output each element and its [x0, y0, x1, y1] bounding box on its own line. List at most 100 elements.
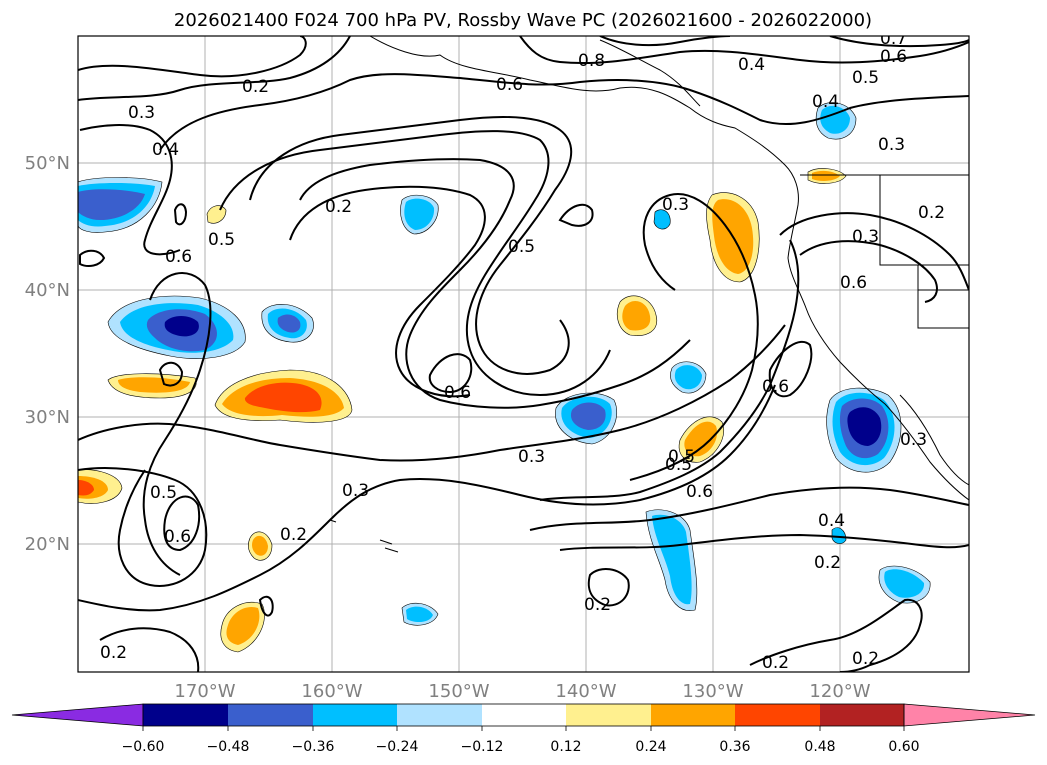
- map-content: 0.2 0.3 0.4 0.6 0.8 0.4 0.5 0.6 0.7 0.4 …: [78, 36, 969, 673]
- contour-label: 0.5: [852, 68, 879, 88]
- colorbar-segment: [566, 704, 651, 726]
- contour-0-3-ne: [779, 212, 969, 291]
- colorbar-segment: [820, 704, 904, 726]
- anomaly-pos-2b: [118, 377, 190, 393]
- anomaly-neg-9b: [820, 105, 850, 134]
- colorbar-frame: [142, 703, 905, 727]
- contour-0-5-east: [539, 239, 800, 501]
- lon-tick-label: 160°W: [301, 681, 362, 702]
- contour-label: 0.5: [208, 230, 235, 250]
- contour-label: 0.3: [662, 195, 689, 215]
- anomaly-neg-1d: [164, 316, 199, 337]
- colorbar-label: −0.60: [122, 739, 165, 755]
- contour-0-3-central: [299, 158, 691, 409]
- contour-0-8-north: [599, 36, 731, 47]
- positive-anomalies: [78, 168, 847, 653]
- contour-label: 0.2: [584, 595, 611, 615]
- contour-0-2-low: [289, 185, 486, 398]
- colorbar-label: −0.24: [376, 739, 419, 755]
- contour-0-4-west: [79, 124, 181, 256]
- contour-label: 0.3: [900, 430, 927, 450]
- contour-0-5-center: [249, 116, 573, 375]
- contour-0-6-small: [428, 353, 473, 394]
- colorbar-label: −0.48: [207, 739, 250, 755]
- anomaly-pos-10b: [812, 170, 840, 181]
- contour-0-4-inner: [219, 130, 611, 397]
- lon-tick-label: 120°W: [809, 681, 870, 702]
- contour-0-2-se-low: [749, 598, 923, 672]
- colorbar-label: 0.12: [550, 739, 581, 755]
- lat-tick-label: 20°N: [25, 534, 70, 555]
- contour-label: 0.5: [150, 483, 177, 503]
- contour-0-4-se: [529, 486, 969, 531]
- colorbar-label: −0.12: [461, 739, 504, 755]
- contour-label: 0.2: [814, 553, 841, 573]
- anomaly-pos-9: [206, 205, 227, 224]
- contour-0-2-sw: [99, 627, 200, 672]
- anomaly-neg-4b: [404, 198, 435, 230]
- anomaly-neg-13: [831, 527, 847, 544]
- lon-tick-label: 140°W: [555, 681, 616, 702]
- contour-label: 0.2: [852, 649, 879, 669]
- contour-label: 0.6: [880, 47, 907, 67]
- contour-0-2-small: [587, 568, 630, 607]
- contour-small-3: [79, 249, 106, 267]
- lat-tick-label: 40°N: [25, 280, 70, 301]
- anomaly-neg-3c: [277, 314, 301, 333]
- anomaly-pos-8b: [252, 535, 268, 556]
- contour-label: 0.4: [812, 92, 839, 112]
- colorbar-label: 0.24: [635, 739, 666, 755]
- contour-label: 0.2: [918, 203, 945, 223]
- lon-tick-label: 150°W: [428, 681, 489, 702]
- pv-contours: [78, 36, 969, 672]
- anomaly-neg-12: [653, 209, 671, 230]
- contour-label: 0.6: [165, 247, 192, 267]
- map-frame: [77, 35, 970, 673]
- lon-ticks: 170°W 160°W 150°W 140°W 130°W 120°W: [174, 681, 870, 702]
- contour-label: 0.2: [762, 653, 789, 673]
- anomaly-neg-6b: [674, 365, 702, 390]
- lat-tick-label: 50°N: [25, 153, 70, 174]
- contour-label: 0.4: [152, 140, 179, 160]
- lon-tick-label: 130°W: [682, 681, 743, 702]
- colorbar-extend-right: [903, 703, 1036, 727]
- contour-label: 0.2: [100, 643, 127, 663]
- contour-0-3-north: [78, 36, 351, 101]
- contour-0-6-east: [768, 340, 813, 398]
- contour-label: 0.3: [342, 481, 369, 501]
- contour-0-2-north: [78, 36, 307, 78]
- colorbar-ticks: [142, 726, 905, 731]
- contour-0-7-ne: [829, 36, 969, 48]
- contour-label: 0.2: [242, 77, 269, 97]
- anomaly-neg-2c: [78, 189, 145, 220]
- contour-label: 0.4: [818, 511, 845, 531]
- contour-label: 0.3: [878, 135, 905, 155]
- anomaly-neg-7d: [847, 407, 882, 446]
- contour-0-6-sw: [163, 495, 200, 552]
- colorbar-label: 0.60: [888, 739, 919, 755]
- lat-tick-label: 30°N: [25, 407, 70, 428]
- lon-tick-label: 170°W: [174, 681, 235, 702]
- contour-label: 0.4: [738, 55, 765, 75]
- anomaly-neg-5c: [570, 402, 606, 430]
- anomaly-pos-6b: [684, 421, 718, 457]
- contour-0-6-north: [519, 36, 969, 65]
- colorbar-segment: [228, 704, 313, 726]
- state-borders: [879, 174, 969, 329]
- contour-0-4-outer: [159, 73, 969, 151]
- anomaly-neg-8b: [652, 514, 692, 605]
- contour-small-1: [558, 203, 594, 227]
- contour-0-5-sw: [78, 467, 208, 587]
- anomaly-neg-10b: [884, 569, 925, 598]
- figure-title: 2026021400 F024 700 hPa PV, Rossby Wave …: [174, 10, 872, 31]
- contour-labels: 0.2 0.3 0.4 0.6 0.8 0.4 0.5 0.6 0.7 0.4 …: [100, 36, 945, 673]
- contour-label: 0.3: [128, 103, 155, 123]
- colorbar-extend-left: [11, 703, 144, 727]
- contour-0-5-west: [142, 272, 212, 576]
- colorbar-segment: [143, 704, 228, 726]
- contour-0-2-se: [559, 533, 969, 551]
- colorbar: −0.60 −0.48 −0.36 −0.24 −0.12 0.12 0.24 …: [11, 703, 1036, 755]
- contour-label: 0.3: [852, 227, 879, 247]
- colorbar-label: 0.48: [804, 739, 835, 755]
